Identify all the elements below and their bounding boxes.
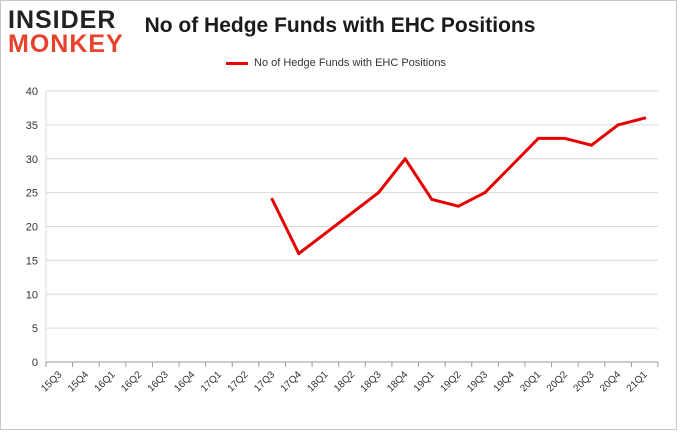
data-point — [430, 197, 434, 201]
y-tick-label: 20 — [26, 222, 38, 234]
x-tick-label: 18Q1 — [305, 369, 330, 394]
x-tick-label: 21Q1 — [625, 369, 650, 394]
x-tick-label: 16Q3 — [146, 369, 171, 394]
data-point — [589, 143, 593, 147]
data-point — [297, 252, 301, 256]
data-point — [483, 191, 487, 195]
data-point — [377, 191, 381, 195]
x-tick-label: 15Q3 — [39, 369, 64, 394]
data-point — [403, 157, 407, 161]
x-tick-label: 19Q1 — [412, 369, 437, 394]
logo-line-1: INSIDER — [8, 6, 117, 34]
y-tick-label: 0 — [32, 357, 38, 369]
data-point — [536, 136, 540, 140]
x-tick-label: 18Q4 — [385, 369, 410, 394]
logo-line-2: MONKEY — [8, 30, 124, 58]
x-tick-label: 18Q3 — [359, 369, 384, 394]
chart-title: No of Hedge Funds with EHC Positions — [144, 14, 536, 37]
data-point — [350, 211, 354, 215]
legend-label: No of Hedge Funds with EHC Positions — [254, 57, 446, 69]
x-tick-label: 17Q1 — [199, 369, 224, 394]
data-point — [456, 204, 460, 208]
x-tick-label: 16Q2 — [119, 369, 144, 394]
data-point — [643, 116, 647, 120]
x-tick-label: 17Q3 — [252, 369, 277, 394]
x-tick-label: 19Q3 — [465, 369, 490, 394]
x-tick-label: 16Q1 — [93, 369, 118, 394]
x-tick-label: 19Q4 — [492, 369, 517, 394]
insider-monkey-logo: INSIDER MONKEY — [8, 6, 128, 58]
y-tick-label: 10 — [26, 289, 38, 301]
x-tick-label: 20Q3 — [572, 369, 597, 394]
y-tick-label: 5 — [32, 323, 38, 335]
x-tick-label: 20Q1 — [518, 369, 543, 394]
x-tick-label: 15Q4 — [66, 369, 91, 394]
data-point — [270, 197, 274, 201]
y-tick-label: 15 — [26, 255, 38, 267]
y-tick-label: 35 — [26, 120, 38, 132]
data-point — [510, 164, 514, 168]
x-tick-label: 17Q2 — [226, 369, 251, 394]
x-tick-label: 17Q4 — [279, 369, 304, 394]
data-point — [323, 231, 327, 235]
x-tick-label: 20Q2 — [545, 369, 570, 394]
data-point — [616, 123, 620, 127]
legend-swatch — [226, 61, 248, 65]
x-tick-label: 19Q2 — [438, 369, 463, 394]
y-tick-label: 40 — [26, 86, 38, 98]
series-line — [270, 116, 647, 256]
x-tick-label: 16Q4 — [172, 369, 197, 394]
chart-legend: No of Hedge Funds with EHC Positions — [226, 56, 446, 70]
x-tick-label: 18Q2 — [332, 369, 357, 394]
y-tick-label: 25 — [26, 188, 38, 200]
data-point — [563, 136, 567, 140]
x-tick-label: 20Q4 — [598, 369, 623, 394]
y-tick-label: 30 — [26, 154, 38, 166]
